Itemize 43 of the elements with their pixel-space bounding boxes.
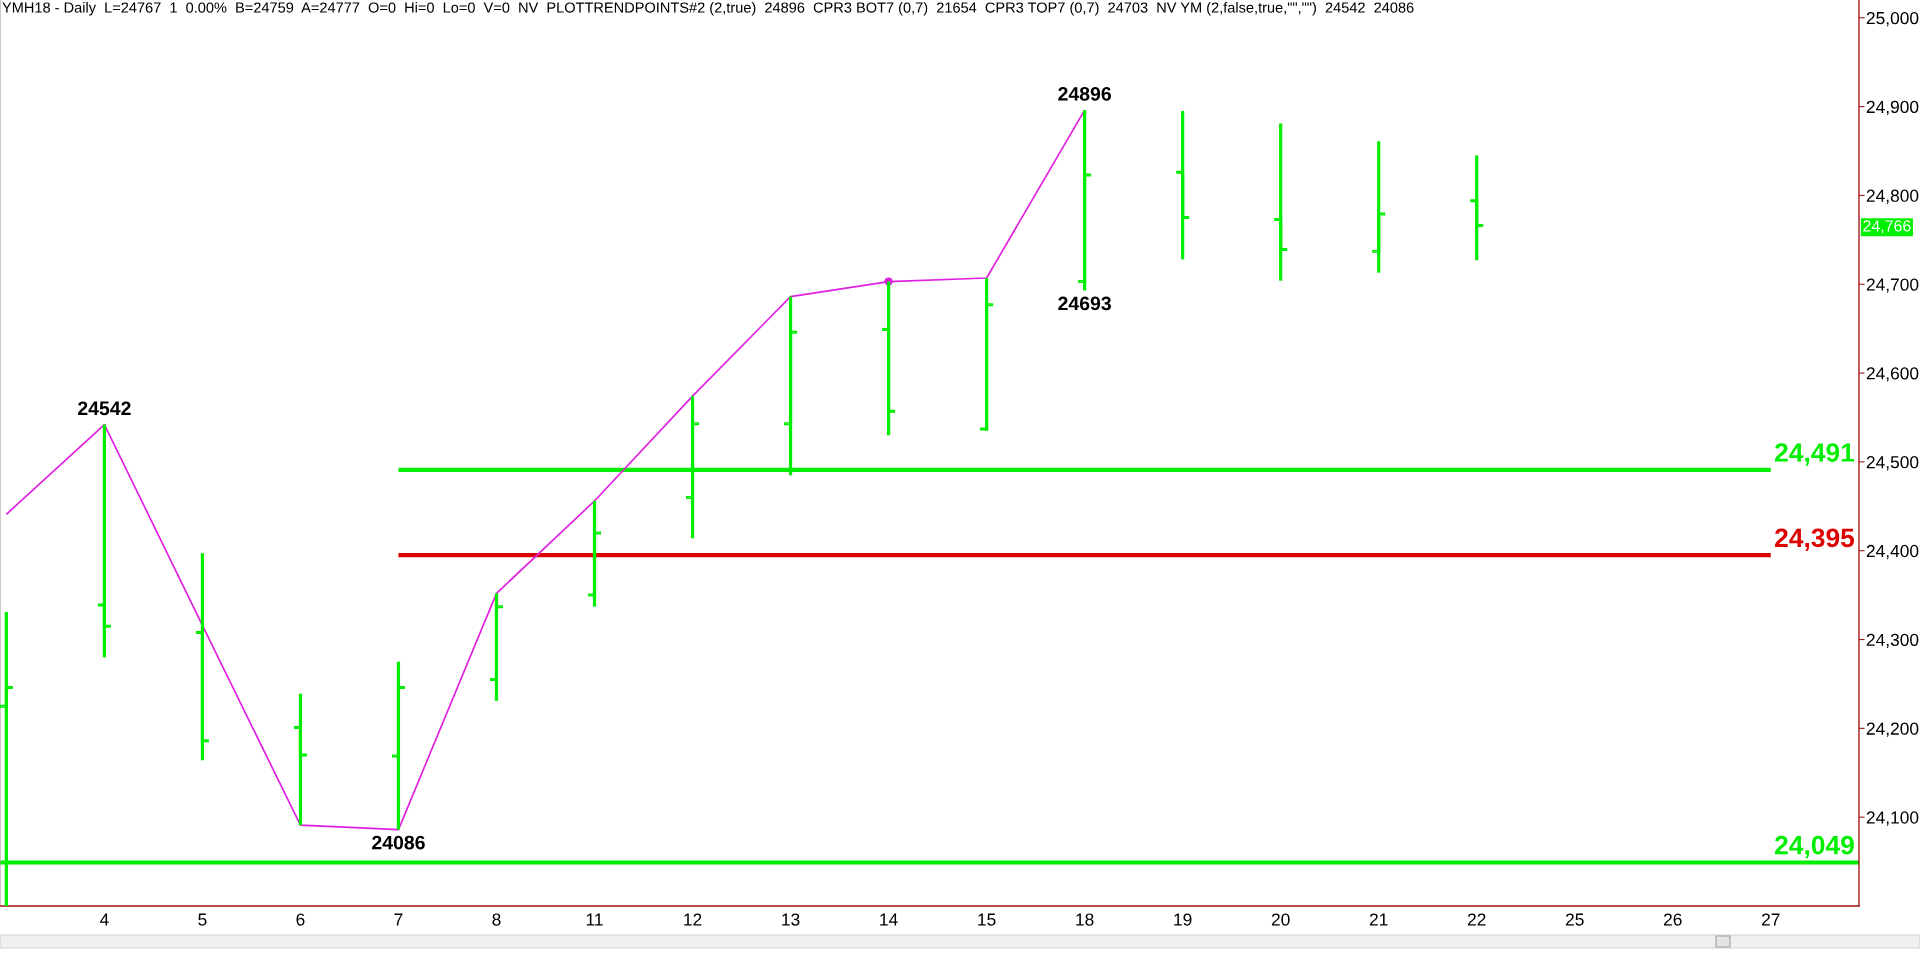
candlestick [1078, 110, 1092, 291]
y-tick-label: 24,900 [1866, 100, 1919, 116]
annotation: 24896 [1058, 86, 1111, 101]
series-label: 24,395 [1775, 528, 1855, 551]
candlestick [1372, 141, 1386, 273]
x-tick-label: 4 [99, 913, 109, 926]
y-tick-label: 24,500 [1866, 456, 1919, 471]
y-tick-label: 25,000 [1866, 11, 1919, 27]
x-tick-label: 11 [586, 913, 603, 926]
y-tick-label: 24,600 [1866, 367, 1919, 382]
x-tick-label: 6 [296, 913, 305, 926]
x-tick-label: 14 [880, 913, 898, 926]
candlestick [980, 278, 994, 431]
annotation: 24086 [372, 835, 425, 850]
chart-title: YMH18 - Daily L=24767 1 0.00% B=24759 A=24777 O=0 Hi=0 Lo=0 V=0 NV PLOTTRENDPOINTS#2 (2,true) 24896 CPR3 BOT7 (0,7) 21654 CPR3 TOP7 (0,7) 24703 NV YM (2,false,true,"","") 24542 24086 [2, 2, 1414, 16]
x-tick-label: 15 [978, 913, 996, 926]
x-tick-label: 5 [198, 913, 207, 926]
annotation: 24693 [1058, 296, 1111, 311]
y-tick-label: 24,400 [1866, 544, 1919, 560]
candlestick [391, 661, 405, 830]
x-tick-label: 7 [394, 913, 403, 926]
y-tick-label: 24,800 [1866, 189, 1919, 204]
y-tick-label: 24,200 [1866, 722, 1919, 737]
candlestick [489, 593, 503, 701]
ref-line-label: 24,049 [1775, 835, 1854, 859]
x-tick-label: 8 [492, 913, 501, 926]
candlestick [588, 499, 602, 607]
y-tick-label: 24,100 [1866, 811, 1919, 826]
annotation: 24542 [78, 401, 131, 416]
y-tick-label: 24,700 [1866, 278, 1919, 293]
series-label: 24,491 [1775, 443, 1855, 466]
x-tick-label: 21 [1369, 913, 1388, 926]
x-tick-label: 22 [1467, 913, 1486, 926]
x-tick-label: 19 [1174, 913, 1192, 926]
y-tick-label: 24,766 [1863, 220, 1911, 234]
x-tick-label: 26 [1663, 913, 1682, 926]
x-tick-label: 25 [1565, 913, 1584, 926]
x-tick-label: 12 [684, 913, 702, 926]
y-tick-label: 24,300 [1866, 633, 1919, 649]
x-tick-label: 18 [1076, 913, 1094, 926]
x-tick-label: 13 [782, 913, 800, 926]
x-tick-label: 20 [1271, 913, 1290, 926]
x-tick-label: 27 [1762, 913, 1780, 926]
